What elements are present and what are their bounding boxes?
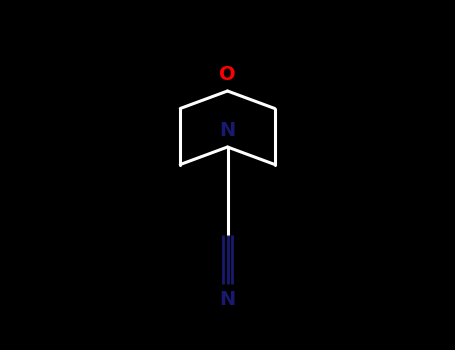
Text: N: N	[219, 121, 236, 140]
Text: O: O	[219, 65, 236, 84]
Text: N: N	[219, 290, 236, 309]
